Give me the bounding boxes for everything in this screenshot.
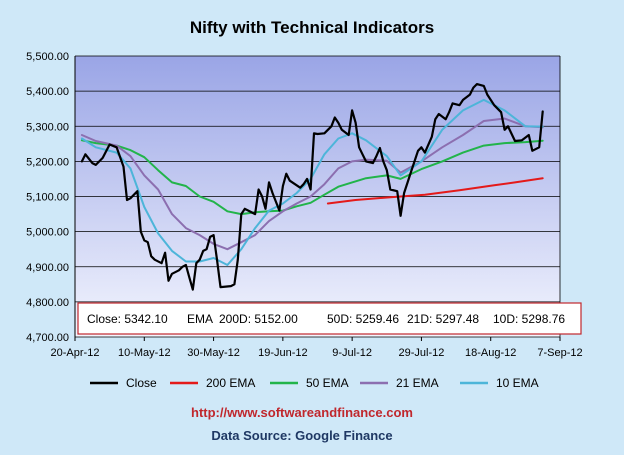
y-tick-label: 5,300.00	[26, 121, 69, 133]
legend-label: 200 EMA	[206, 376, 255, 390]
x-tick-label: 19-Jun-12	[258, 347, 308, 359]
footer-source: Data Source: Google Finance	[211, 428, 392, 443]
x-tick-label: 20-Apr-12	[51, 347, 100, 359]
y-tick-label: 5,100.00	[26, 192, 69, 204]
legend-label: Close	[126, 376, 157, 390]
info-ema50: 50D: 5259.46	[327, 312, 399, 326]
info-box	[77, 302, 582, 335]
info-ema21: 21D: 5297.48	[407, 312, 479, 326]
x-tick-label: 7-Sep-12	[537, 347, 582, 359]
x-tick-label: 29-Jul-12	[398, 347, 444, 359]
series-line-21-ema	[80, 117, 544, 251]
series-line-200-ema	[326, 177, 544, 205]
x-tick-label: 10-May-12	[118, 347, 171, 359]
legend-label: 21 EMA	[396, 376, 439, 390]
x-tick-label: 9-Jul-12	[332, 347, 372, 359]
y-tick-label: 4,800.00	[26, 297, 69, 309]
x-tick-label: 18-Aug-12	[465, 347, 516, 359]
legend: Close 200 EMA 50 EMA 21 EMA 10 EMA	[90, 376, 539, 390]
x-axis-ticks: 20-Apr-12 10-May-12 30-May-12 19-Jun-12 9-Ju…	[51, 337, 583, 359]
y-tick-label: 5,200.00	[26, 156, 69, 168]
y-tick-label: 5,400.00	[26, 86, 69, 98]
chart-title: Nifty with Technical Indicators	[190, 18, 434, 37]
legend-label: 50 EMA	[306, 376, 349, 390]
y-tick-label: 5,000.00	[26, 227, 69, 239]
series-line-close	[80, 82, 544, 291]
y-tick-label: 4,900.00	[26, 262, 69, 274]
y-tick-label: 4,700.00	[26, 332, 69, 344]
series-lines	[80, 82, 544, 291]
info-ema200: EMA 200D: 5152.00	[187, 312, 298, 326]
series-line-10-ema	[80, 98, 544, 266]
y-axis-ticks: 4,700.00 4,800.00 4,900.00 5,000.00 5,100.00…	[26, 51, 69, 344]
x-tick-label: 30-May-12	[187, 347, 240, 359]
gridlines	[74, 55, 561, 338]
legend-label: 10 EMA	[496, 376, 539, 390]
y-tick-label: 5,500.00	[26, 51, 69, 63]
info-ema10: 10D: 5298.76	[493, 312, 565, 326]
info-close: Close: 5342.10	[87, 312, 168, 326]
footer-url[interactable]: http://www.softwareandfinance.com	[191, 405, 413, 420]
